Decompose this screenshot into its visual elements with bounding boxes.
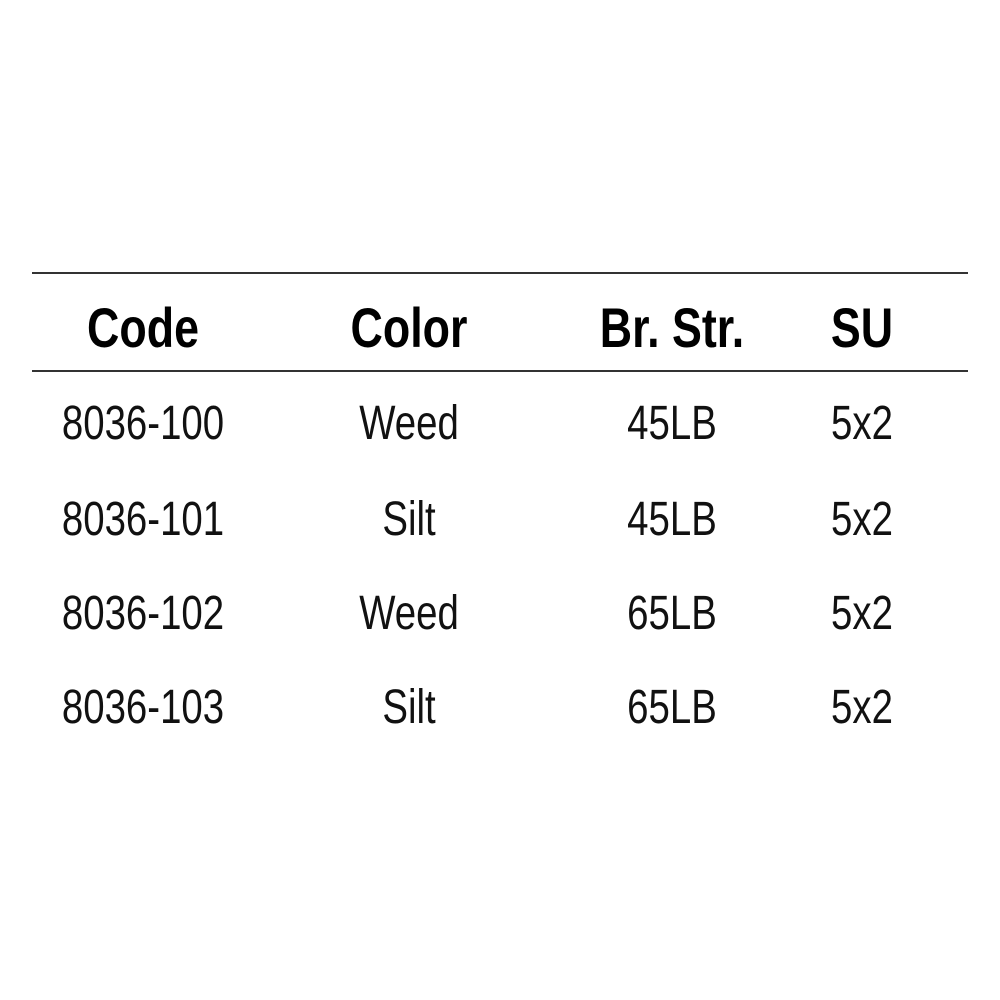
cell-color: Silt bbox=[382, 681, 436, 734]
cell-breaking-strength: 45LB bbox=[627, 397, 717, 450]
header-su: SU bbox=[830, 296, 894, 359]
cell-su: 5x2 bbox=[831, 681, 893, 734]
cell-breaking-strength: 45LB bbox=[627, 493, 717, 546]
cell-su: 5x2 bbox=[831, 587, 893, 640]
cell-color: Weed bbox=[359, 587, 459, 640]
top-rule bbox=[32, 272, 968, 274]
cell-breaking-strength: 65LB bbox=[627, 587, 717, 640]
header-rule bbox=[32, 370, 968, 372]
header-breaking-strength: Br. Str. bbox=[599, 296, 745, 359]
cell-su: 5x2 bbox=[831, 397, 893, 450]
cell-code: 8036-102 bbox=[61, 587, 225, 640]
cell-su: 5x2 bbox=[831, 493, 893, 546]
cell-breaking-strength: 65LB bbox=[627, 681, 717, 734]
cell-code: 8036-103 bbox=[61, 681, 225, 734]
cell-color: Weed bbox=[359, 397, 459, 450]
cell-code: 8036-101 bbox=[61, 493, 225, 546]
cell-color: Silt bbox=[382, 493, 436, 546]
cell-code: 8036-100 bbox=[61, 397, 225, 450]
header-code: Code bbox=[87, 296, 199, 359]
header-color: Color bbox=[350, 296, 468, 359]
